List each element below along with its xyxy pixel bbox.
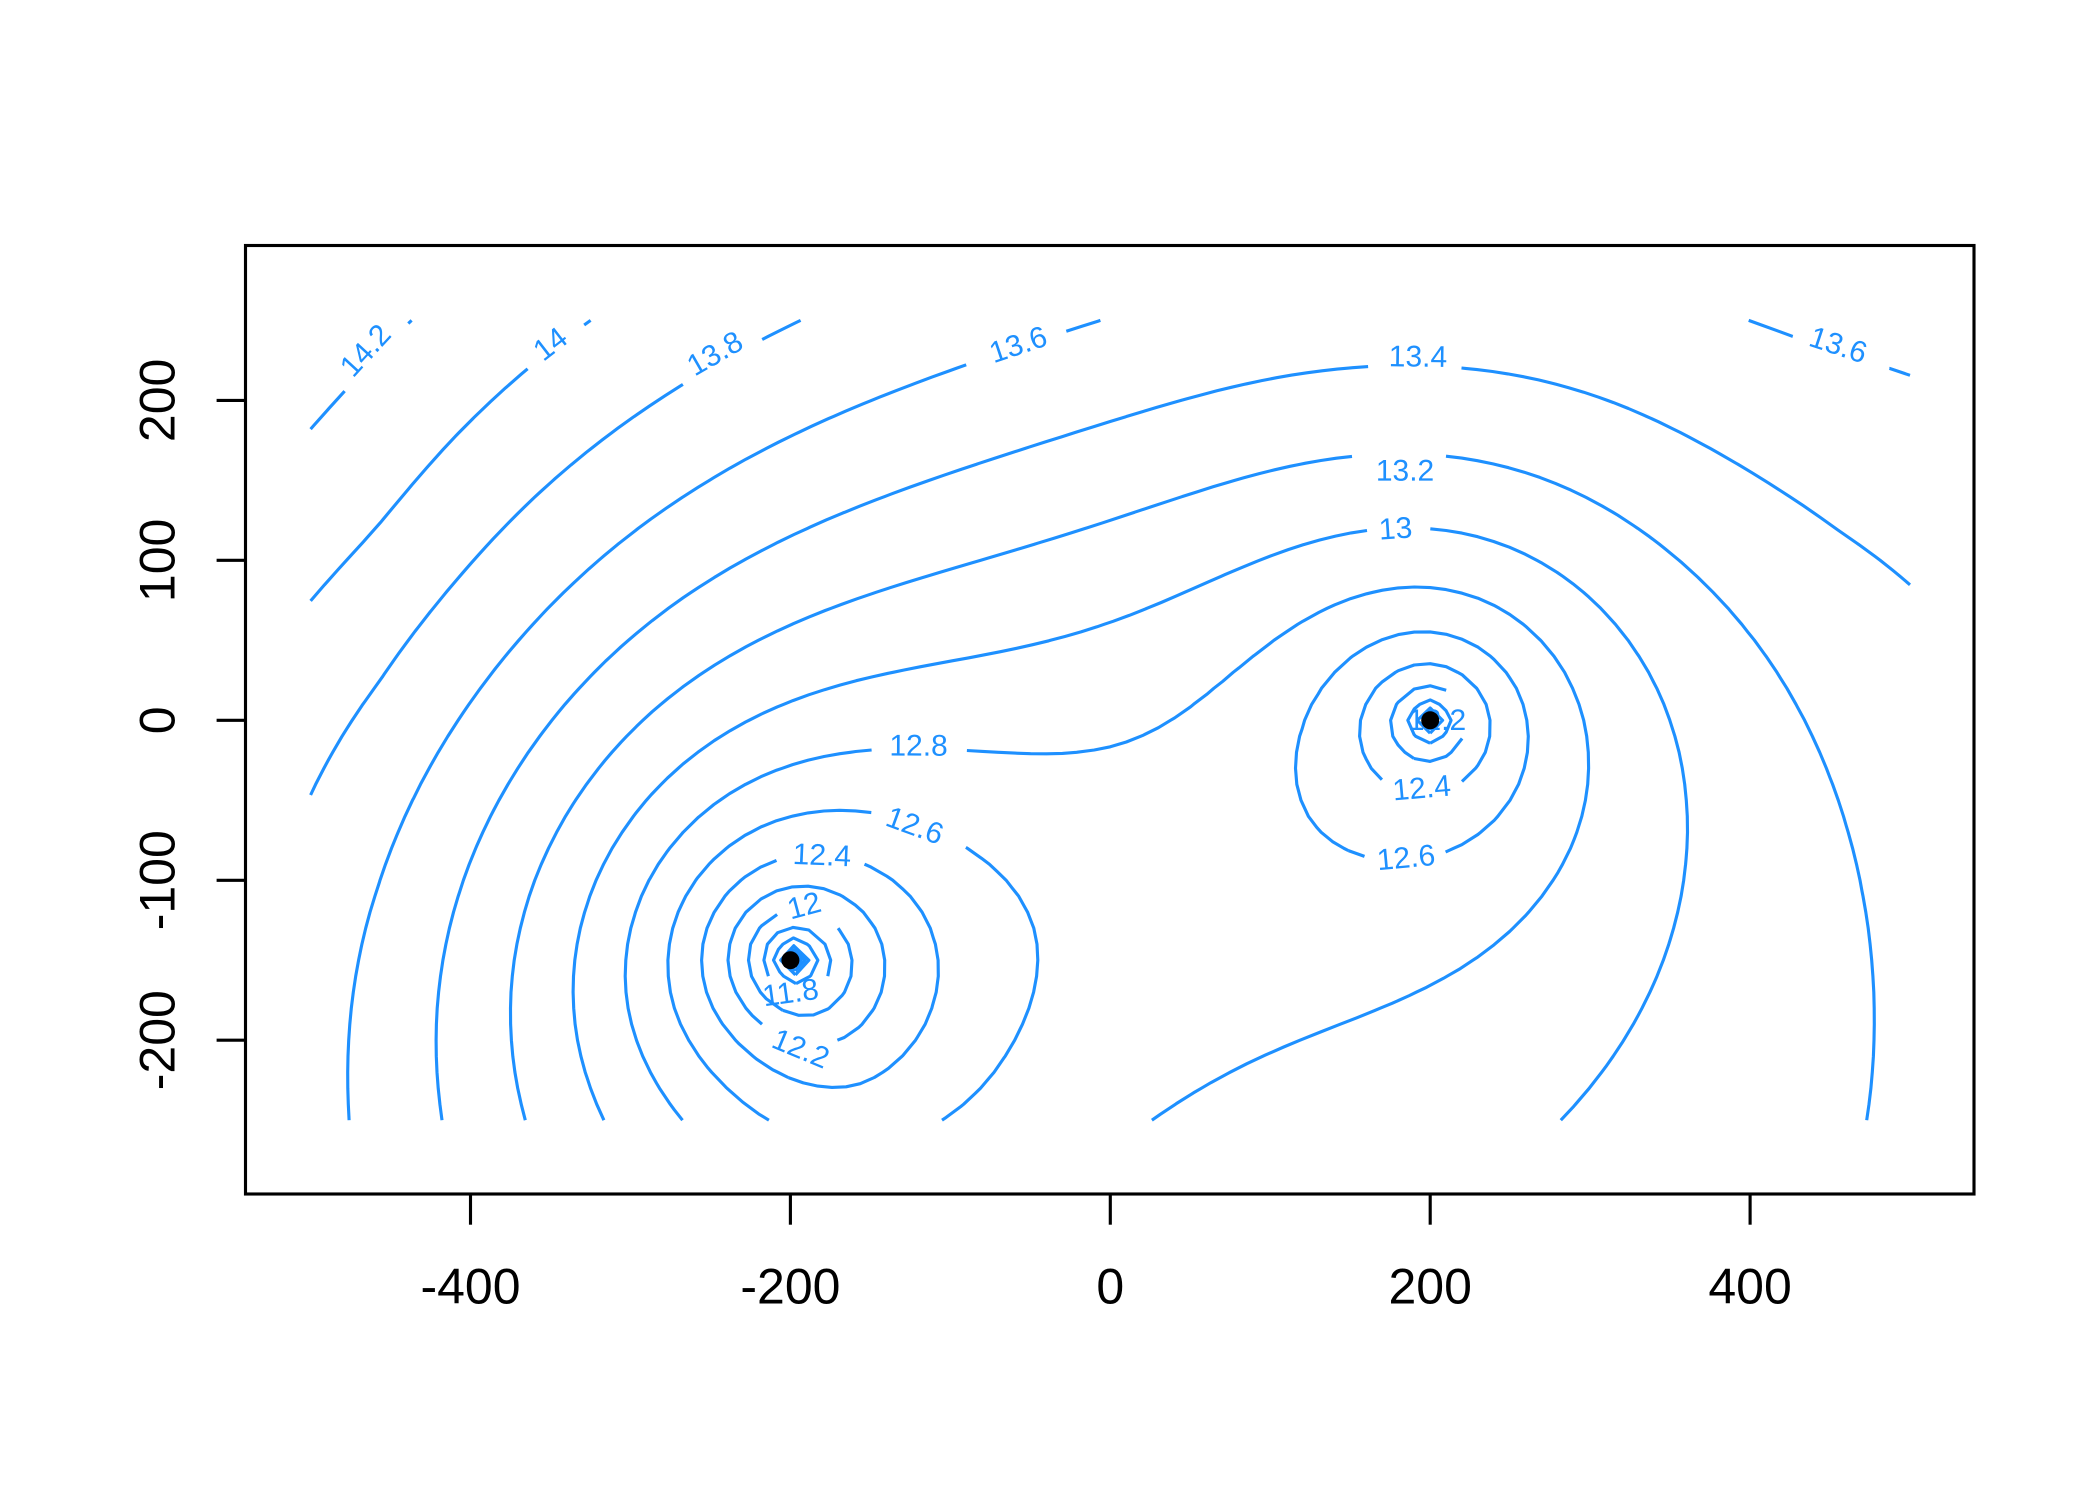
svg-text:0: 0 [1096,1259,1124,1315]
svg-text:13: 13 [1378,511,1413,546]
svg-text:13.4: 13.4 [1389,340,1448,374]
svg-text:11.8: 11.8 [761,973,821,1013]
svg-text:-200: -200 [740,1259,840,1315]
svg-text:200: 200 [129,359,185,442]
svg-text:100: 100 [129,519,185,602]
svg-text:-200: -200 [129,990,185,1090]
svg-text:400: 400 [1708,1259,1791,1315]
svg-text:200: 200 [1388,1259,1471,1315]
svg-text:-400: -400 [420,1259,520,1315]
svg-text:12.6: 12.6 [1376,839,1437,877]
svg-text:12.4: 12.4 [792,838,852,874]
svg-text:12.4: 12.4 [1391,769,1452,807]
svg-text:-100: -100 [129,830,185,930]
svg-text:12.8: 12.8 [889,729,948,762]
svg-text:0: 0 [129,706,185,734]
svg-text:13.2: 13.2 [1376,455,1434,488]
